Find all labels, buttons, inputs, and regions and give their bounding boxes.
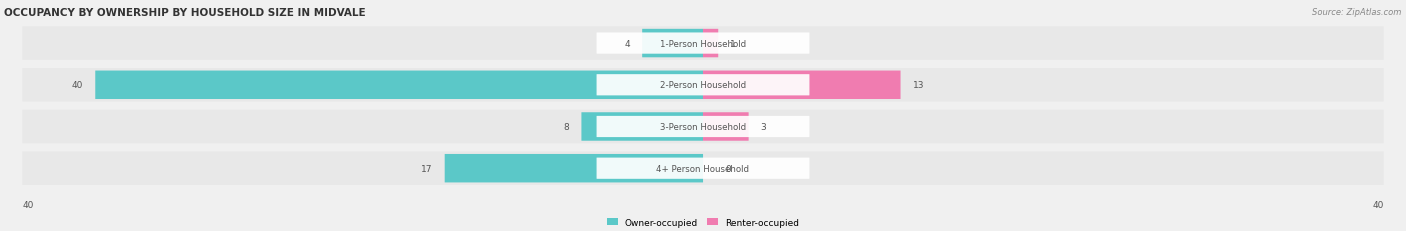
FancyBboxPatch shape	[703, 30, 718, 58]
FancyBboxPatch shape	[643, 30, 703, 58]
FancyBboxPatch shape	[444, 154, 703, 183]
Text: Source: ZipAtlas.com: Source: ZipAtlas.com	[1312, 8, 1402, 17]
Text: 0: 0	[725, 164, 731, 173]
Text: 13: 13	[912, 81, 924, 90]
Text: 1: 1	[730, 40, 737, 48]
FancyBboxPatch shape	[703, 71, 900, 100]
FancyBboxPatch shape	[596, 33, 810, 55]
FancyBboxPatch shape	[22, 27, 1384, 61]
FancyBboxPatch shape	[596, 158, 810, 179]
Text: OCCUPANCY BY OWNERSHIP BY HOUSEHOLD SIZE IN MIDVALE: OCCUPANCY BY OWNERSHIP BY HOUSEHOLD SIZE…	[4, 8, 366, 18]
Text: 40: 40	[1372, 200, 1384, 209]
Text: 40: 40	[72, 81, 83, 90]
FancyBboxPatch shape	[703, 113, 748, 141]
FancyBboxPatch shape	[22, 152, 1384, 185]
Text: 3: 3	[761, 122, 766, 131]
Text: 4: 4	[624, 40, 630, 48]
Text: 40: 40	[22, 200, 34, 209]
Text: 17: 17	[420, 164, 433, 173]
FancyBboxPatch shape	[22, 110, 1384, 144]
Text: 4+ Person Household: 4+ Person Household	[657, 164, 749, 173]
Text: 2-Person Household: 2-Person Household	[659, 81, 747, 90]
FancyBboxPatch shape	[596, 116, 810, 137]
FancyBboxPatch shape	[596, 75, 810, 96]
Text: 8: 8	[564, 122, 569, 131]
Text: 3-Person Household: 3-Person Household	[659, 122, 747, 131]
Legend: Owner-occupied, Renter-occupied: Owner-occupied, Renter-occupied	[603, 214, 803, 230]
FancyBboxPatch shape	[22, 69, 1384, 102]
FancyBboxPatch shape	[582, 113, 703, 141]
FancyBboxPatch shape	[96, 71, 703, 100]
Text: 1-Person Household: 1-Person Household	[659, 40, 747, 48]
